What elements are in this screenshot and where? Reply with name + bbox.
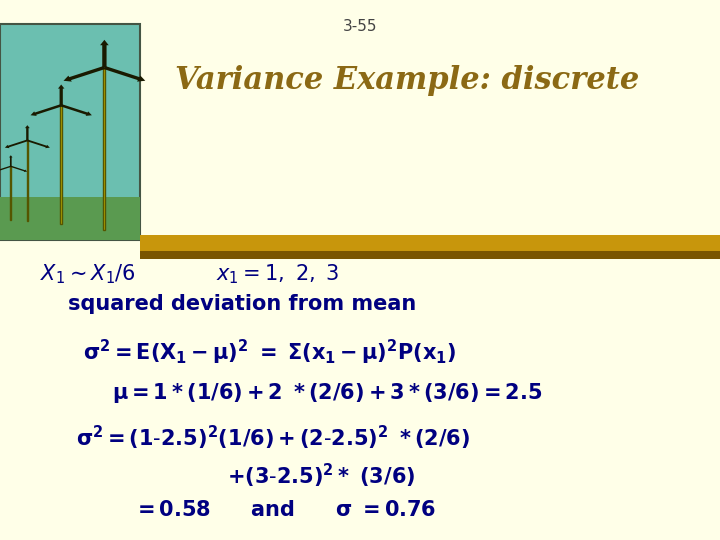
FancyArrow shape [60, 105, 62, 224]
Bar [0, 24, 140, 240]
Text: 3-55: 3-55 [343, 19, 377, 34]
Bar [140, 235, 720, 251]
FancyArrow shape [25, 125, 30, 140]
FancyArrow shape [11, 166, 27, 172]
FancyArrow shape [58, 85, 65, 105]
Text: $\mathbf{\sigma^2 = E(X_1-\mu)^{2}\ =\ \Sigma(x_1 - \mu)^2P(x_1)}$: $\mathbf{\sigma^2 = E(X_1-\mu)^{2}\ =\ \… [83, 338, 456, 367]
Text: $\mathbf{= 0.58\quad\quad and\quad\quad \sigma\ = 0.76}$: $\mathbf{= 0.58\quad\quad and\quad\quad … [133, 500, 436, 519]
FancyArrow shape [60, 104, 92, 116]
Text: squared deviation from mean: squared deviation from mean [68, 294, 417, 314]
Bar [140, 251, 720, 259]
Text: Variance Example: discrete: Variance Example: discrete [175, 65, 639, 96]
Text: $\mathbf{\sigma^2 = (1\text{-}2.5)^2(1/6) + (2\text{-}2.5)^2\ *(2/6)}$: $\mathbf{\sigma^2 = (1\text{-}2.5)^2(1/6… [76, 424, 470, 452]
Text: $X_1\sim X_1/6$: $X_1\sim X_1/6$ [40, 262, 135, 286]
FancyArrow shape [104, 66, 145, 82]
FancyArrow shape [100, 40, 109, 68]
Bar [0, 197, 140, 240]
Text: $x_1 = 1,\ 2,\ 3$: $x_1 = 1,\ 2,\ 3$ [216, 262, 340, 286]
Text: $\mathbf{+ (3\text{-}2.5)^{2}*\ (3/6)}$: $\mathbf{+ (3\text{-}2.5)^{2}*\ (3/6)}$ [227, 462, 415, 490]
FancyArrow shape [5, 139, 28, 148]
FancyArrow shape [27, 140, 28, 221]
FancyArrow shape [10, 166, 12, 220]
FancyArrow shape [0, 166, 11, 172]
FancyArrow shape [104, 68, 105, 230]
FancyArrow shape [30, 104, 62, 116]
FancyArrow shape [27, 139, 50, 148]
FancyArrow shape [9, 156, 12, 166]
FancyArrow shape [63, 66, 105, 82]
Text: $\mathbf{\mu = 1*(1/6) + 2\ *(2/6) + 3*(3/6) = 2.5}$: $\mathbf{\mu = 1*(1/6) + 2\ *(2/6) + 3*(… [112, 381, 542, 404]
